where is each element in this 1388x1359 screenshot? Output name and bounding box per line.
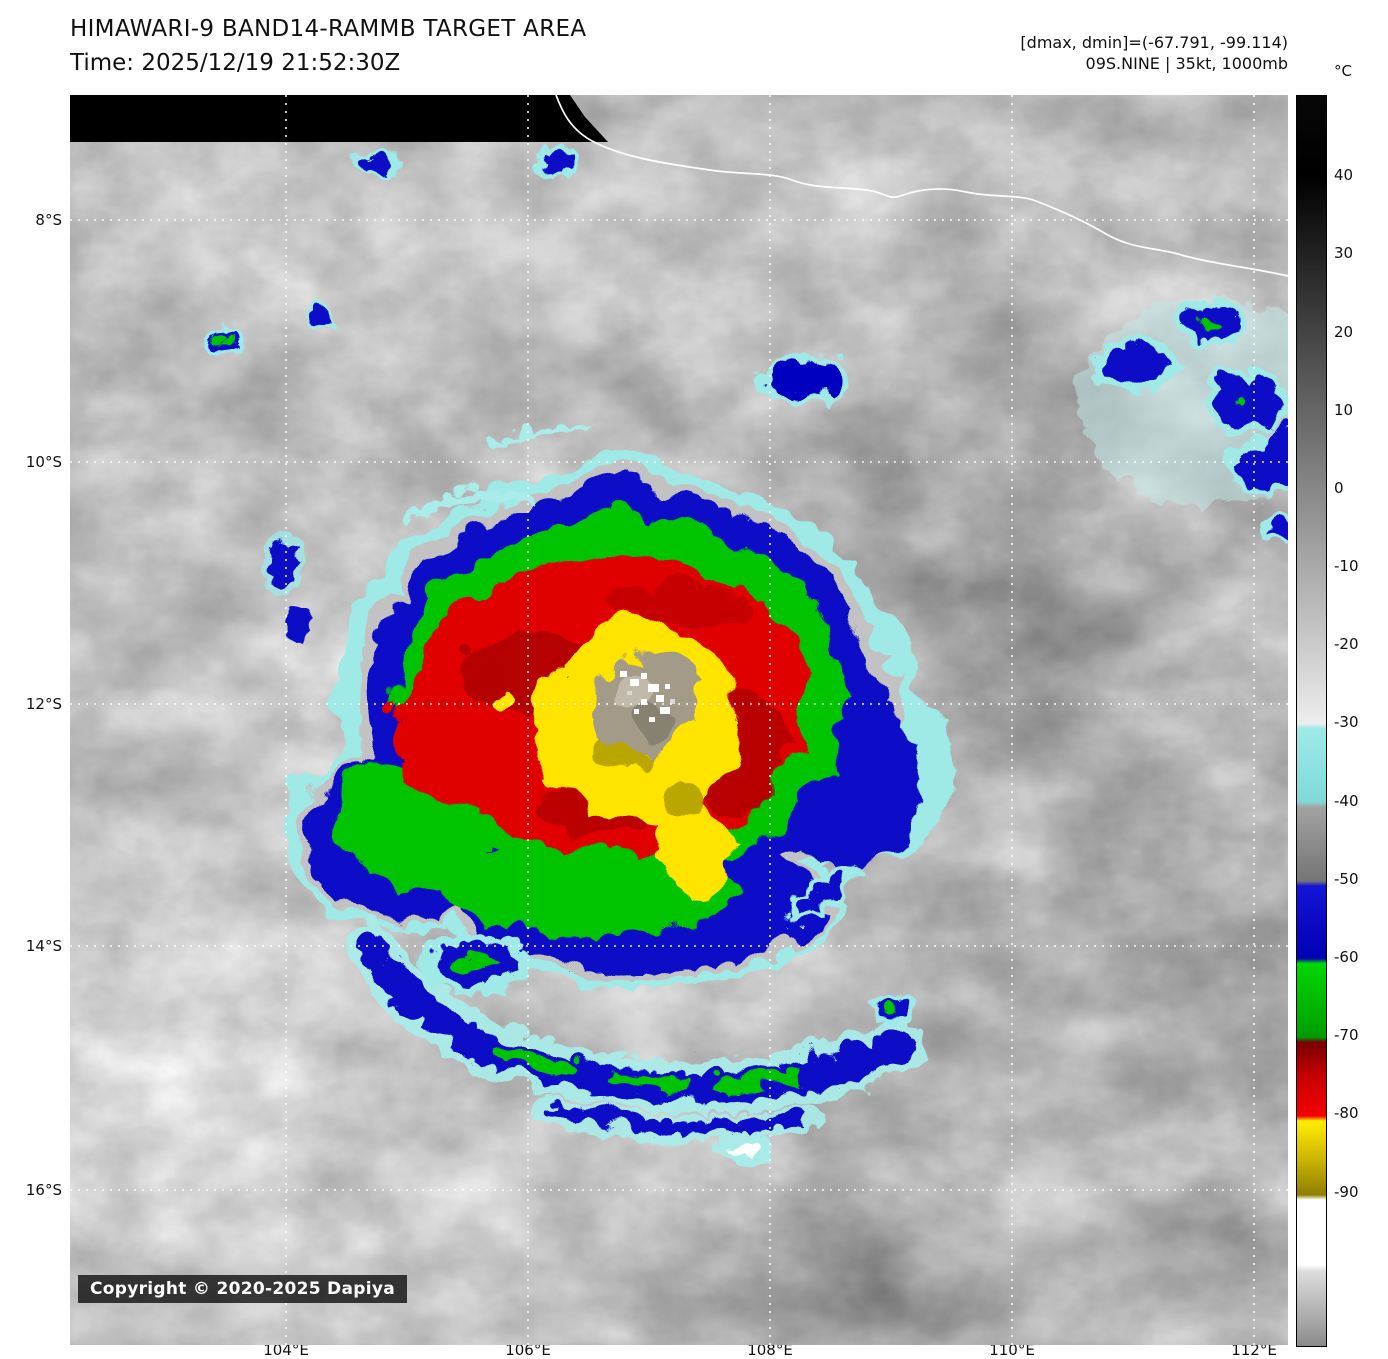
colorbar-tick: -70 [1334,1026,1359,1044]
lat-label: 12°S [25,695,62,713]
temperature-colorbar [1296,95,1327,1347]
gridlines [70,95,1288,1345]
colorbar-tick: -90 [1334,1183,1359,1201]
time-label: Time: 2025/12/19 21:52:30Z [70,50,401,76]
lat-label: 14°S [25,937,62,955]
colorbar-tick: 10 [1334,401,1354,419]
page-title: HIMAWARI-9 BAND14-RAMMB TARGET AREA [70,16,587,42]
lat-label: 8°S [35,211,62,229]
colorbar-tick: -20 [1334,635,1359,653]
lon-label: 104°E [263,1341,309,1359]
colorbar-tick: -60 [1334,948,1359,966]
satellite-map: Copyright © 2020-2025 Dapiya [70,95,1288,1345]
colorbar-tick: 40 [1334,166,1354,184]
lat-label: 16°S [25,1181,62,1199]
peripheral-convection [202,136,1288,1156]
lon-label: 108°E [747,1341,793,1359]
colorbar-tick: -50 [1334,870,1359,888]
satellite-image [70,95,1288,1345]
colorbar-unit-label: °C [1334,62,1352,80]
lon-label: 106°E [505,1341,551,1359]
colorbar-tick: 20 [1334,323,1354,341]
storm-info-label: 09S.NINE | 35kt, 1000mb [1085,54,1288,73]
lon-label: 112°E [1231,1341,1277,1359]
eye-cold-pixels [620,671,675,722]
colorbar-ticks: 40 30 20 10 0 -10 -20 -30 -40 -50 -60 -7… [1334,95,1384,1345]
colorbar-tick: -40 [1334,792,1359,810]
header-right: [dmax, dmin]=(-67.791, -99.114) 09S.NINE… [1020,32,1288,74]
off-scan-strip [70,95,608,142]
lat-label: 10°S [25,453,62,471]
colorbar-tick: 0 [1334,479,1344,497]
copyright-badge: Copyright © 2020-2025 Dapiya [78,1275,407,1303]
lon-label: 110°E [989,1341,1035,1359]
colorbar-tick: -30 [1334,713,1359,731]
colorbar-tick: -80 [1334,1104,1359,1122]
dmax-dmin-label: [dmax, dmin]=(-67.791, -99.114) [1020,33,1288,52]
colorbar-tick: 30 [1334,244,1354,262]
coastline [555,95,1288,277]
colorbar-tick: -10 [1334,557,1359,575]
